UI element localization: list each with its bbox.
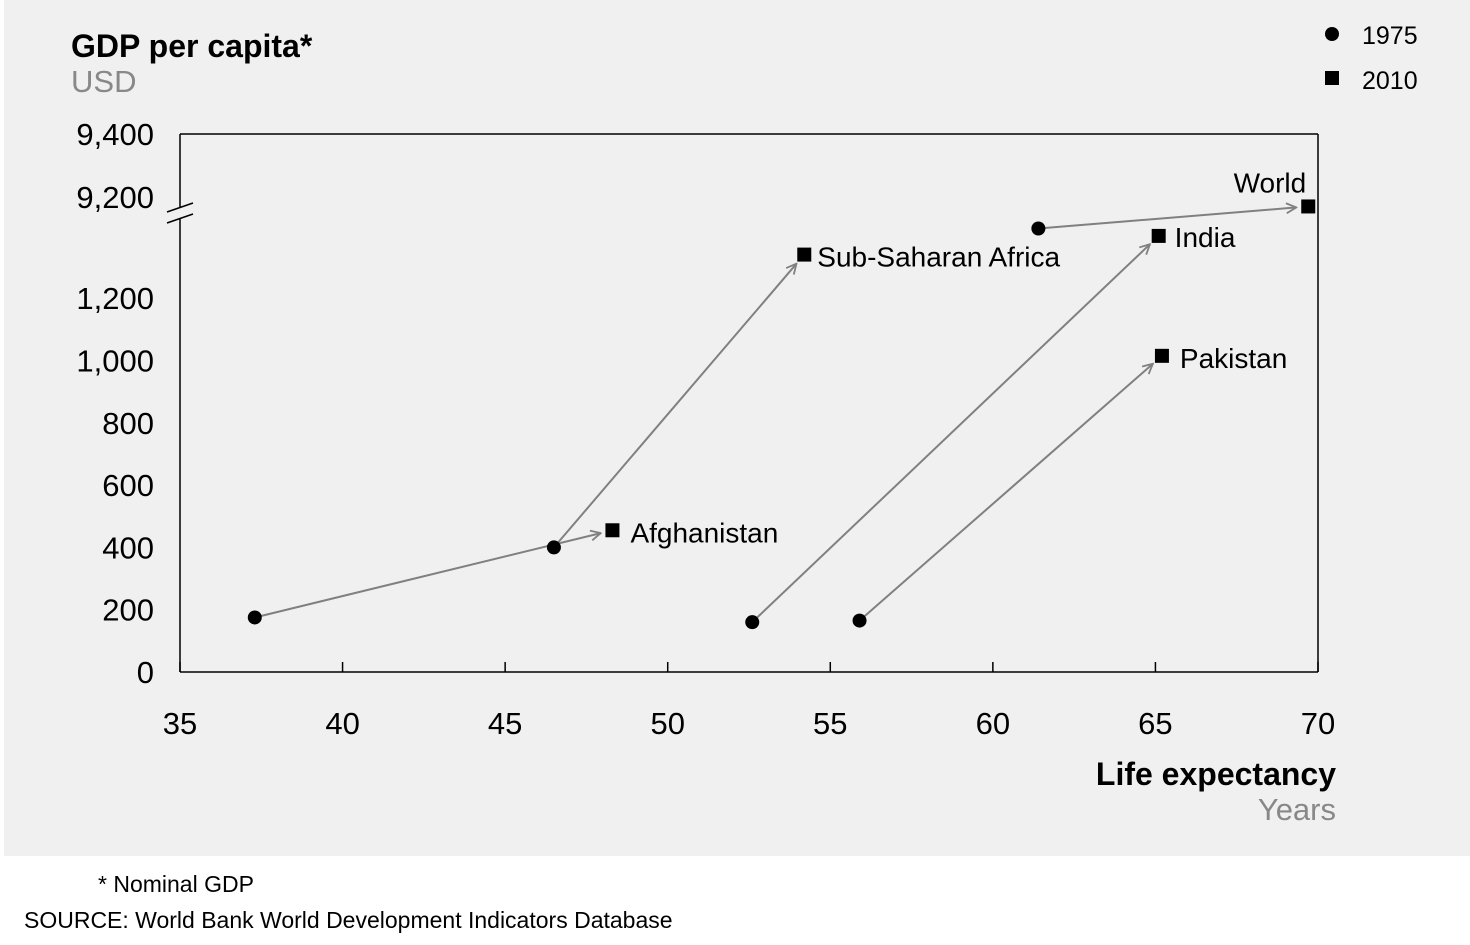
y-tick-label: 0 (137, 655, 154, 690)
trajectory-arrow (553, 264, 797, 549)
trajectory-arrow (254, 533, 601, 619)
scatter-chart: 0 200 400 600 800 1,000 1,200 9,200 9,400 35 40 45 5… (71, 22, 1418, 827)
legend-marker-circle (1325, 27, 1339, 41)
chart-title: GDP per capita* (71, 28, 313, 64)
x-axis-unit: Years (1258, 792, 1336, 827)
footnote: * Nominal GDP (98, 871, 254, 897)
y-tick-label: 9,200 (76, 180, 154, 215)
point-1975 (247, 610, 262, 625)
point-1975 (546, 540, 561, 555)
point-1975 (1031, 221, 1046, 236)
x-tick-label: 70 (1301, 706, 1335, 741)
point-2010 (605, 523, 620, 538)
x-tick-label: 65 (1138, 706, 1172, 741)
chart-subtitle: USD (71, 64, 136, 99)
point-label: World (1234, 167, 1307, 198)
y-tick-label: 600 (102, 468, 154, 503)
y-tick-label: 800 (102, 406, 154, 441)
point-2010 (1301, 199, 1316, 214)
x-tick-label: 60 (976, 706, 1010, 741)
point-label: Sub-Saharan Africa (817, 242, 1060, 273)
x-axis-label: Life expectancy (1096, 756, 1336, 792)
point-2010 (797, 247, 812, 262)
trajectory-arrow (1038, 207, 1296, 230)
legend-marker-square (1325, 71, 1339, 85)
point-1975 (852, 613, 867, 628)
chart-panel: 0 200 400 600 800 1,000 1,200 9,200 9,400 35 40 45 5… (4, 0, 1470, 856)
trajectory-arrow (751, 244, 1150, 623)
point-2010 (1151, 228, 1166, 243)
y-tick-label: 1,200 (76, 281, 154, 316)
x-tick-label: 40 (325, 706, 359, 741)
point-label: Afghanistan (630, 517, 778, 548)
point-1975 (745, 615, 760, 630)
point-label: India (1175, 222, 1236, 253)
axis-break-mark (166, 202, 194, 213)
source-note: SOURCE: World Bank World Development Ind… (24, 907, 673, 933)
x-tick-label: 45 (488, 706, 522, 741)
y-tick-label: 1,000 (76, 344, 154, 379)
y-tick-label: 9,400 (76, 117, 154, 152)
axis-break-mark (166, 213, 194, 224)
x-tick-label: 55 (813, 706, 847, 741)
y-tick-label: 400 (102, 530, 154, 565)
x-tick-label: 35 (163, 706, 197, 741)
point-2010 (1154, 348, 1169, 363)
x-tick-label: 50 (650, 706, 684, 741)
point-label: Pakistan (1180, 343, 1287, 374)
trajectory-arrow (858, 364, 1153, 622)
legend-label: 2010 (1362, 67, 1418, 95)
y-tick-label: 200 (102, 593, 154, 628)
legend-label: 1975 (1362, 22, 1418, 50)
